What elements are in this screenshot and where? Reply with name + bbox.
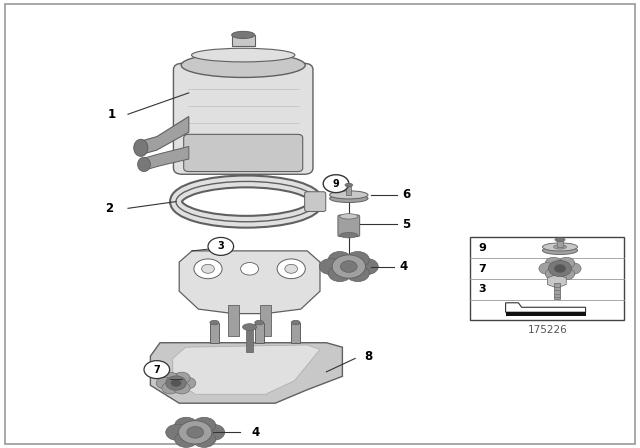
Circle shape: [328, 266, 351, 282]
Ellipse shape: [210, 320, 219, 325]
Circle shape: [166, 424, 189, 440]
Circle shape: [175, 417, 198, 433]
Circle shape: [166, 376, 186, 390]
Ellipse shape: [255, 320, 264, 325]
Ellipse shape: [191, 48, 295, 62]
Circle shape: [171, 379, 181, 387]
Text: 5: 5: [403, 217, 410, 231]
Circle shape: [187, 426, 204, 438]
Circle shape: [241, 263, 259, 275]
Ellipse shape: [291, 320, 300, 325]
Text: 175226: 175226: [527, 325, 567, 335]
Circle shape: [319, 258, 342, 275]
Text: 3: 3: [218, 241, 224, 251]
Polygon shape: [173, 345, 320, 394]
Bar: [255, 323, 264, 343]
Ellipse shape: [543, 246, 578, 254]
Circle shape: [208, 237, 234, 255]
Circle shape: [340, 261, 357, 272]
Ellipse shape: [543, 243, 578, 251]
Circle shape: [554, 264, 566, 272]
FancyBboxPatch shape: [173, 63, 313, 174]
Circle shape: [193, 417, 216, 433]
Text: 9: 9: [478, 243, 486, 253]
Ellipse shape: [330, 191, 368, 199]
Bar: [506, 312, 586, 316]
Circle shape: [175, 431, 198, 448]
Polygon shape: [144, 146, 189, 170]
Ellipse shape: [138, 157, 150, 172]
Ellipse shape: [555, 238, 565, 242]
Text: 3: 3: [478, 284, 486, 294]
Circle shape: [277, 259, 305, 279]
Circle shape: [545, 268, 562, 280]
Circle shape: [179, 421, 212, 444]
Text: 7: 7: [478, 263, 486, 274]
Circle shape: [156, 377, 173, 389]
Bar: [557, 240, 563, 247]
Circle shape: [202, 264, 214, 273]
Text: 4: 4: [399, 260, 407, 273]
Circle shape: [545, 257, 562, 269]
Polygon shape: [179, 251, 320, 314]
Bar: [291, 323, 300, 343]
Ellipse shape: [243, 323, 257, 331]
Circle shape: [285, 264, 298, 273]
Polygon shape: [547, 275, 566, 288]
Bar: [470, 237, 624, 320]
Bar: [554, 284, 560, 299]
Circle shape: [346, 266, 369, 282]
Polygon shape: [150, 343, 342, 403]
Text: 9: 9: [333, 179, 339, 189]
Circle shape: [332, 255, 365, 278]
Circle shape: [558, 268, 575, 280]
Text: 7: 7: [154, 365, 160, 375]
Circle shape: [173, 382, 190, 394]
Bar: [346, 185, 351, 195]
Circle shape: [548, 260, 572, 276]
Bar: [260, 305, 271, 336]
Text: 6: 6: [403, 188, 410, 202]
Bar: [228, 305, 239, 336]
Ellipse shape: [134, 139, 148, 156]
Circle shape: [179, 377, 196, 389]
Circle shape: [144, 361, 170, 379]
Ellipse shape: [181, 53, 305, 78]
Ellipse shape: [345, 183, 353, 187]
FancyBboxPatch shape: [338, 215, 360, 237]
Circle shape: [162, 372, 179, 384]
Ellipse shape: [340, 233, 358, 238]
Polygon shape: [141, 116, 189, 155]
Polygon shape: [506, 303, 586, 312]
Circle shape: [346, 251, 369, 267]
Circle shape: [355, 258, 378, 275]
FancyBboxPatch shape: [184, 134, 303, 172]
Bar: [246, 327, 253, 352]
Text: 8: 8: [364, 349, 372, 363]
Circle shape: [558, 257, 575, 269]
Circle shape: [162, 382, 179, 394]
Ellipse shape: [340, 214, 358, 219]
Text: 4: 4: [252, 426, 260, 439]
Circle shape: [173, 372, 190, 384]
Circle shape: [328, 251, 351, 267]
Bar: [232, 35, 255, 46]
Circle shape: [193, 431, 216, 448]
Text: 1: 1: [108, 108, 116, 121]
Text: 2: 2: [105, 202, 113, 215]
Ellipse shape: [232, 31, 255, 39]
Ellipse shape: [330, 194, 368, 202]
Circle shape: [539, 263, 556, 274]
Circle shape: [323, 175, 349, 193]
Ellipse shape: [554, 245, 566, 249]
Bar: [210, 323, 219, 343]
Circle shape: [194, 259, 222, 279]
Circle shape: [202, 424, 225, 440]
FancyBboxPatch shape: [305, 192, 326, 211]
Circle shape: [564, 263, 581, 274]
